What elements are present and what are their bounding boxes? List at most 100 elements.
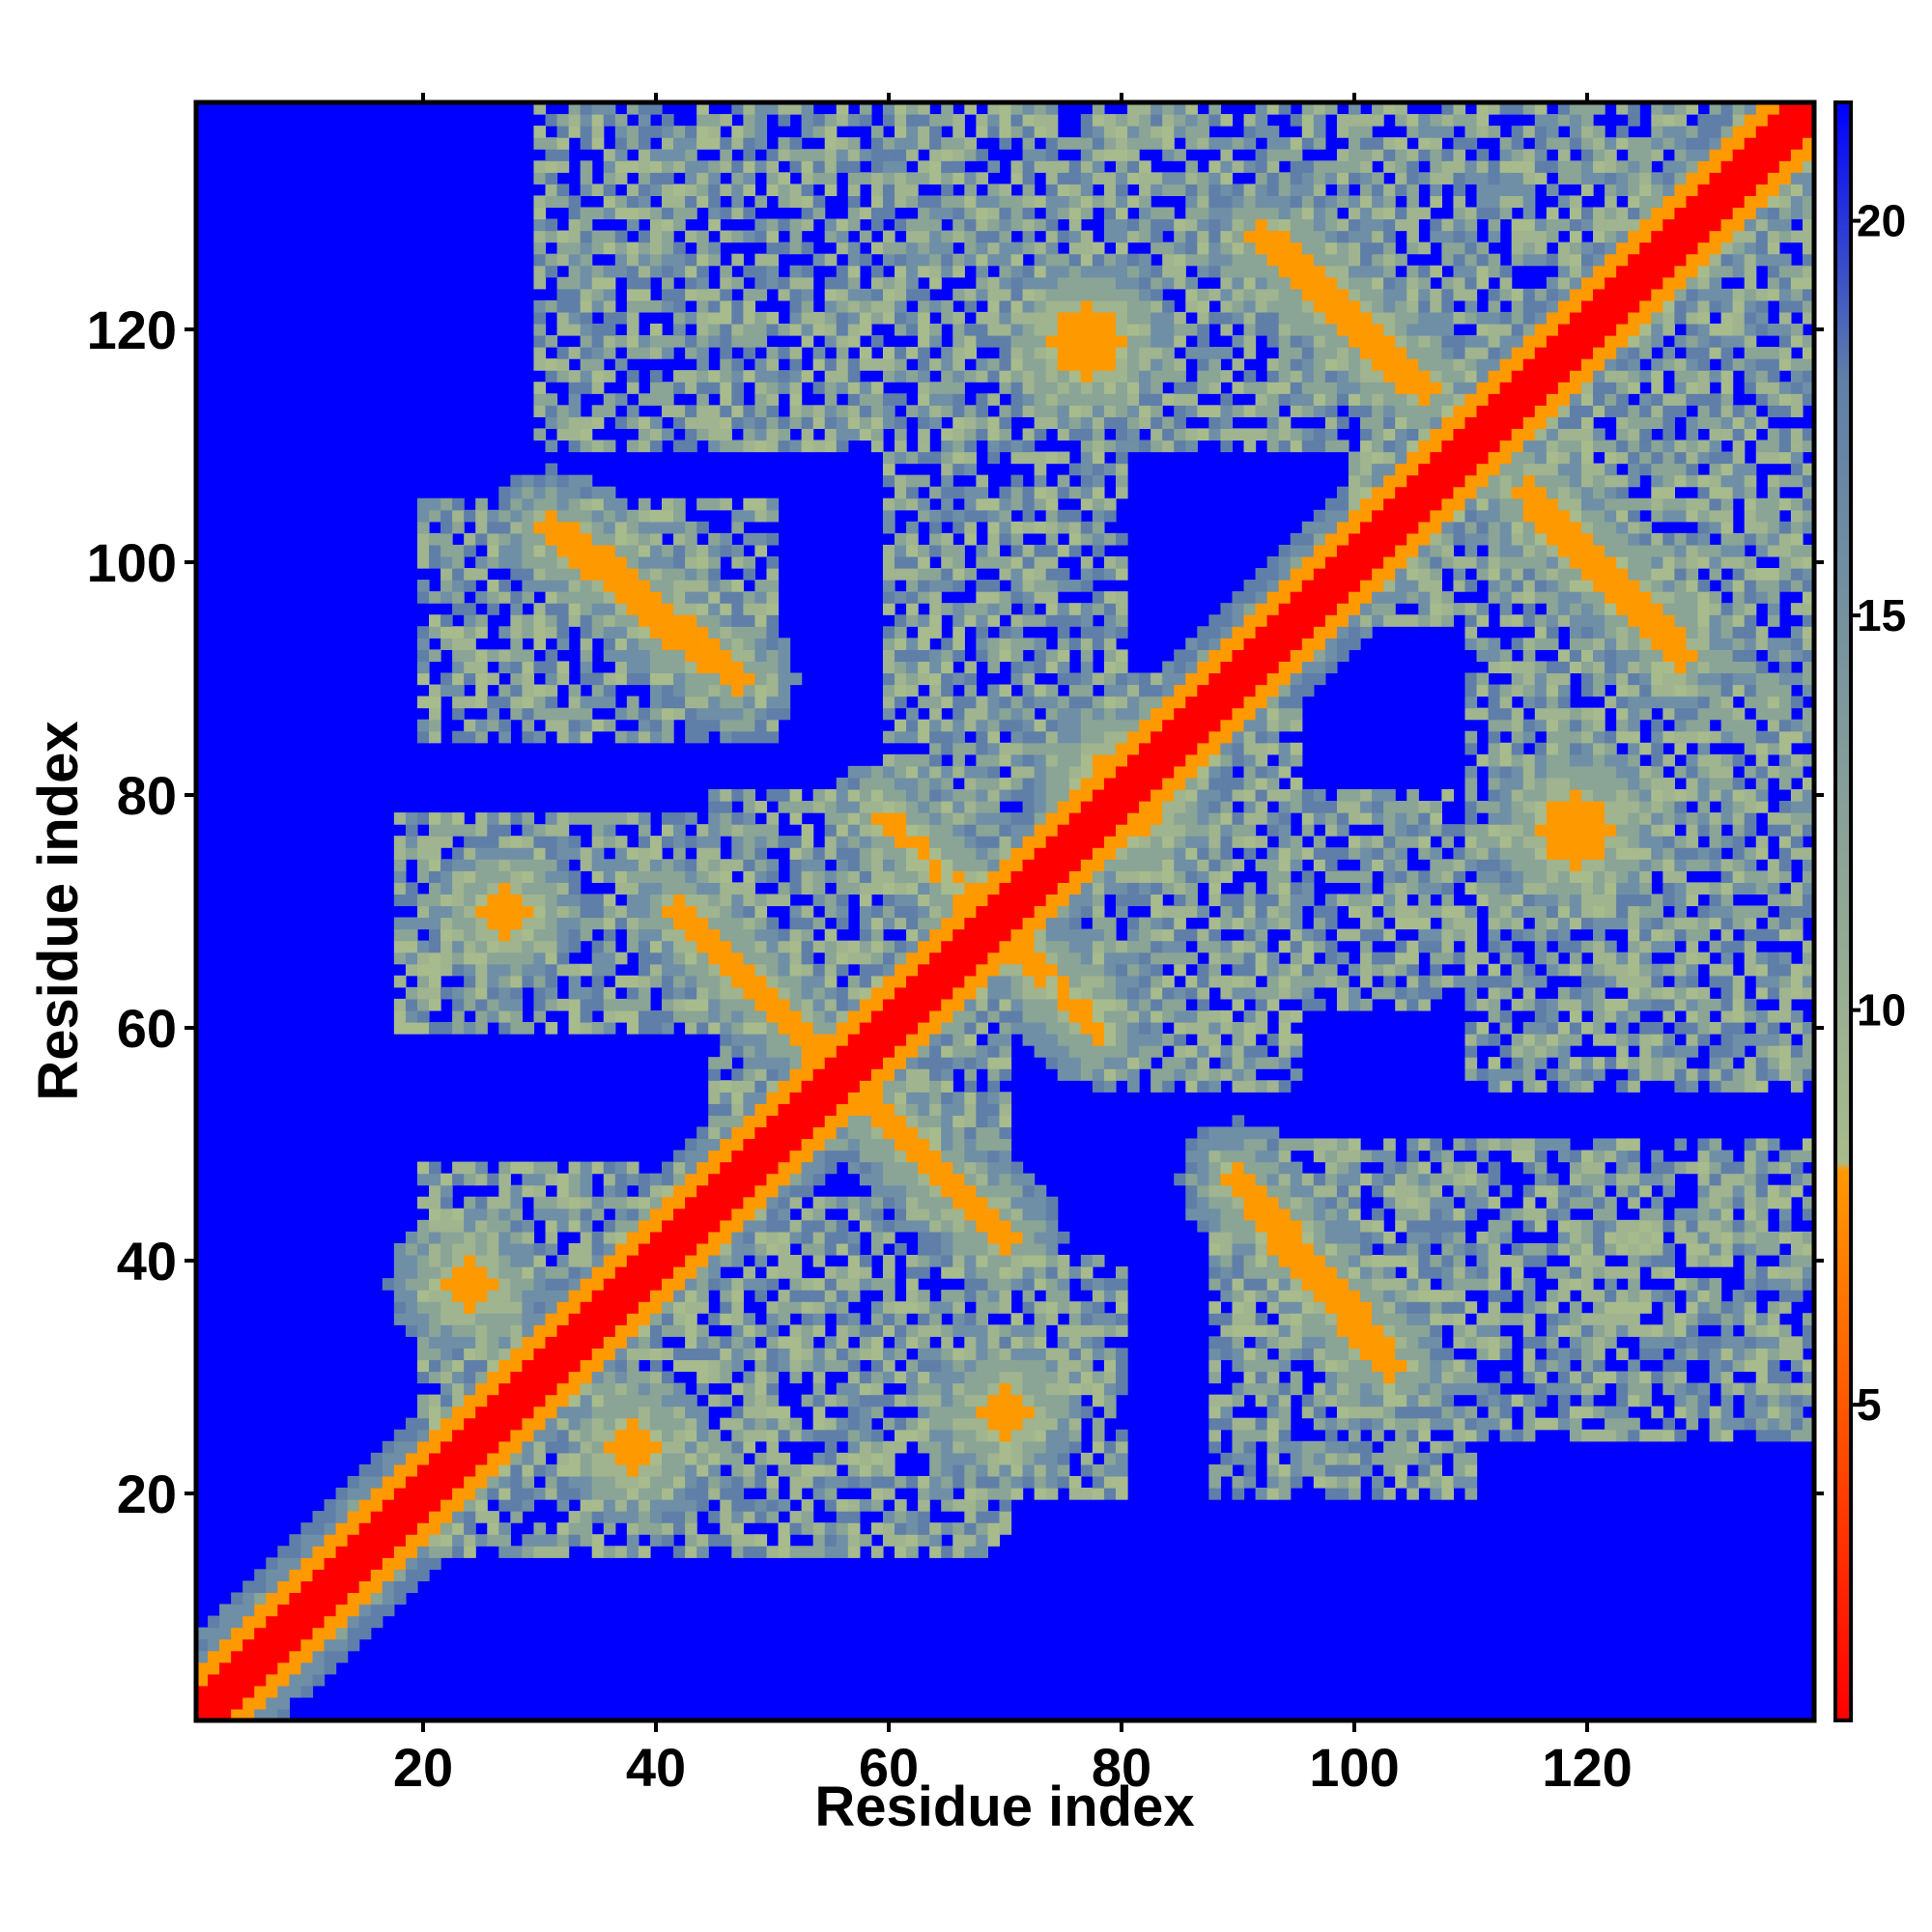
heatmap-cell xyxy=(708,497,721,511)
heatmap-cell xyxy=(918,952,930,965)
heatmap-cell xyxy=(393,1290,407,1302)
heatmap-cell xyxy=(452,1394,465,1407)
heatmap-cell xyxy=(778,1429,791,1442)
heatmap-cell xyxy=(999,1382,1012,1396)
heatmap-cell xyxy=(475,847,488,860)
heatmap-cell xyxy=(429,1429,441,1442)
heatmap-cell xyxy=(638,963,651,977)
heatmap-cell xyxy=(778,788,791,802)
heatmap-cell xyxy=(662,614,674,627)
heatmap-cell xyxy=(603,242,616,255)
heatmap-cell xyxy=(731,230,744,243)
heatmap-cell xyxy=(859,1348,872,1361)
heatmap-cell xyxy=(918,1080,930,1093)
heatmap-cell xyxy=(591,1406,605,1419)
heatmap-cell xyxy=(545,393,558,406)
heatmap-cell xyxy=(510,1021,524,1035)
heatmap-cell xyxy=(766,649,780,663)
heatmap-cell xyxy=(918,347,930,359)
heatmap-cell xyxy=(754,603,768,615)
heatmap-cell xyxy=(638,1475,651,1489)
heatmap-cell xyxy=(766,1313,780,1325)
heatmap-cell xyxy=(882,1161,895,1175)
heatmap-cell xyxy=(464,638,476,650)
heatmap-cell xyxy=(964,1242,977,1256)
heatmap-cell xyxy=(812,1103,826,1116)
heatmap-cell xyxy=(429,812,441,825)
heatmap-cell xyxy=(685,1196,697,1209)
heatmap-cell xyxy=(603,603,616,615)
heatmap-cell xyxy=(580,288,593,301)
heatmap-cell xyxy=(335,1522,349,1535)
heatmap-cell xyxy=(649,568,663,581)
heatmap-cell xyxy=(754,580,768,592)
heatmap-cell xyxy=(533,1348,547,1361)
heatmap-cell xyxy=(498,812,511,825)
heatmap-cell xyxy=(662,1231,674,1244)
heatmap-cell xyxy=(440,1394,453,1407)
heatmap-cell xyxy=(429,1406,441,1419)
heatmap-cell xyxy=(743,1150,756,1163)
heatmap-cell xyxy=(591,1290,605,1302)
heatmap-cell xyxy=(196,1662,209,1675)
heatmap-cell xyxy=(662,347,674,359)
heatmap-cell xyxy=(720,1359,732,1373)
heatmap-cell xyxy=(452,730,465,744)
heatmap-cell xyxy=(929,661,942,674)
heatmap-cell xyxy=(545,859,558,871)
heatmap-cell xyxy=(859,905,872,919)
heatmap-cell xyxy=(440,1522,453,1535)
heatmap-cell xyxy=(847,1440,861,1454)
heatmap-cell xyxy=(603,1290,616,1302)
heatmap-cell xyxy=(498,1348,511,1361)
heatmap-cell xyxy=(498,1417,511,1431)
heatmap-cell xyxy=(545,905,558,919)
heatmap-cell xyxy=(429,555,441,569)
heatmap-cell xyxy=(545,1546,558,1558)
heatmap-cell xyxy=(731,509,744,523)
heatmap-cell xyxy=(906,1126,919,1140)
heatmap-cell xyxy=(487,859,499,871)
heatmap-cell xyxy=(952,323,965,336)
heatmap-cell xyxy=(533,730,547,744)
heatmap-cell xyxy=(778,894,791,907)
heatmap-cell xyxy=(591,358,605,371)
heatmap-cell xyxy=(475,1021,488,1035)
heatmap-cell xyxy=(673,1382,686,1396)
heatmap-cell xyxy=(895,730,907,744)
heatmap-cell xyxy=(429,928,441,942)
heatmap-cell xyxy=(987,509,1001,523)
heatmap-cell xyxy=(464,1475,476,1489)
heatmap-cell xyxy=(464,626,476,639)
heatmap-cell xyxy=(533,405,547,417)
heatmap-cell xyxy=(545,532,558,546)
heatmap-cell xyxy=(918,311,930,325)
heatmap-cell xyxy=(533,265,547,278)
heatmap-cell xyxy=(952,847,965,860)
heatmap-cell xyxy=(801,917,814,930)
heatmap-cell xyxy=(801,114,814,127)
heatmap-cell xyxy=(208,1708,220,1721)
heatmap-cell xyxy=(743,1080,756,1093)
heatmap-cell xyxy=(487,1522,499,1535)
heatmap-cell xyxy=(987,719,1001,732)
heatmap-cell xyxy=(778,242,791,255)
heatmap-cell xyxy=(824,1242,838,1256)
heatmap-cell xyxy=(906,1290,919,1302)
heatmap-cell xyxy=(870,788,884,802)
heatmap-cell xyxy=(545,509,558,523)
heatmap-cell xyxy=(964,1440,977,1454)
heatmap-cell xyxy=(662,580,674,592)
heatmap-cell xyxy=(416,672,430,686)
heatmap-cell xyxy=(266,1650,278,1663)
heatmap-cell xyxy=(929,1406,942,1419)
heatmap-cell xyxy=(743,1348,756,1361)
heatmap-cell xyxy=(754,963,768,977)
heatmap-cell xyxy=(766,1126,780,1140)
heatmap-cell xyxy=(941,824,953,837)
heatmap-cell xyxy=(918,1440,930,1454)
heatmap-cell xyxy=(662,1452,674,1465)
heatmap-cell xyxy=(824,952,838,965)
heatmap-cell xyxy=(556,894,570,907)
heatmap-cell xyxy=(556,230,570,243)
